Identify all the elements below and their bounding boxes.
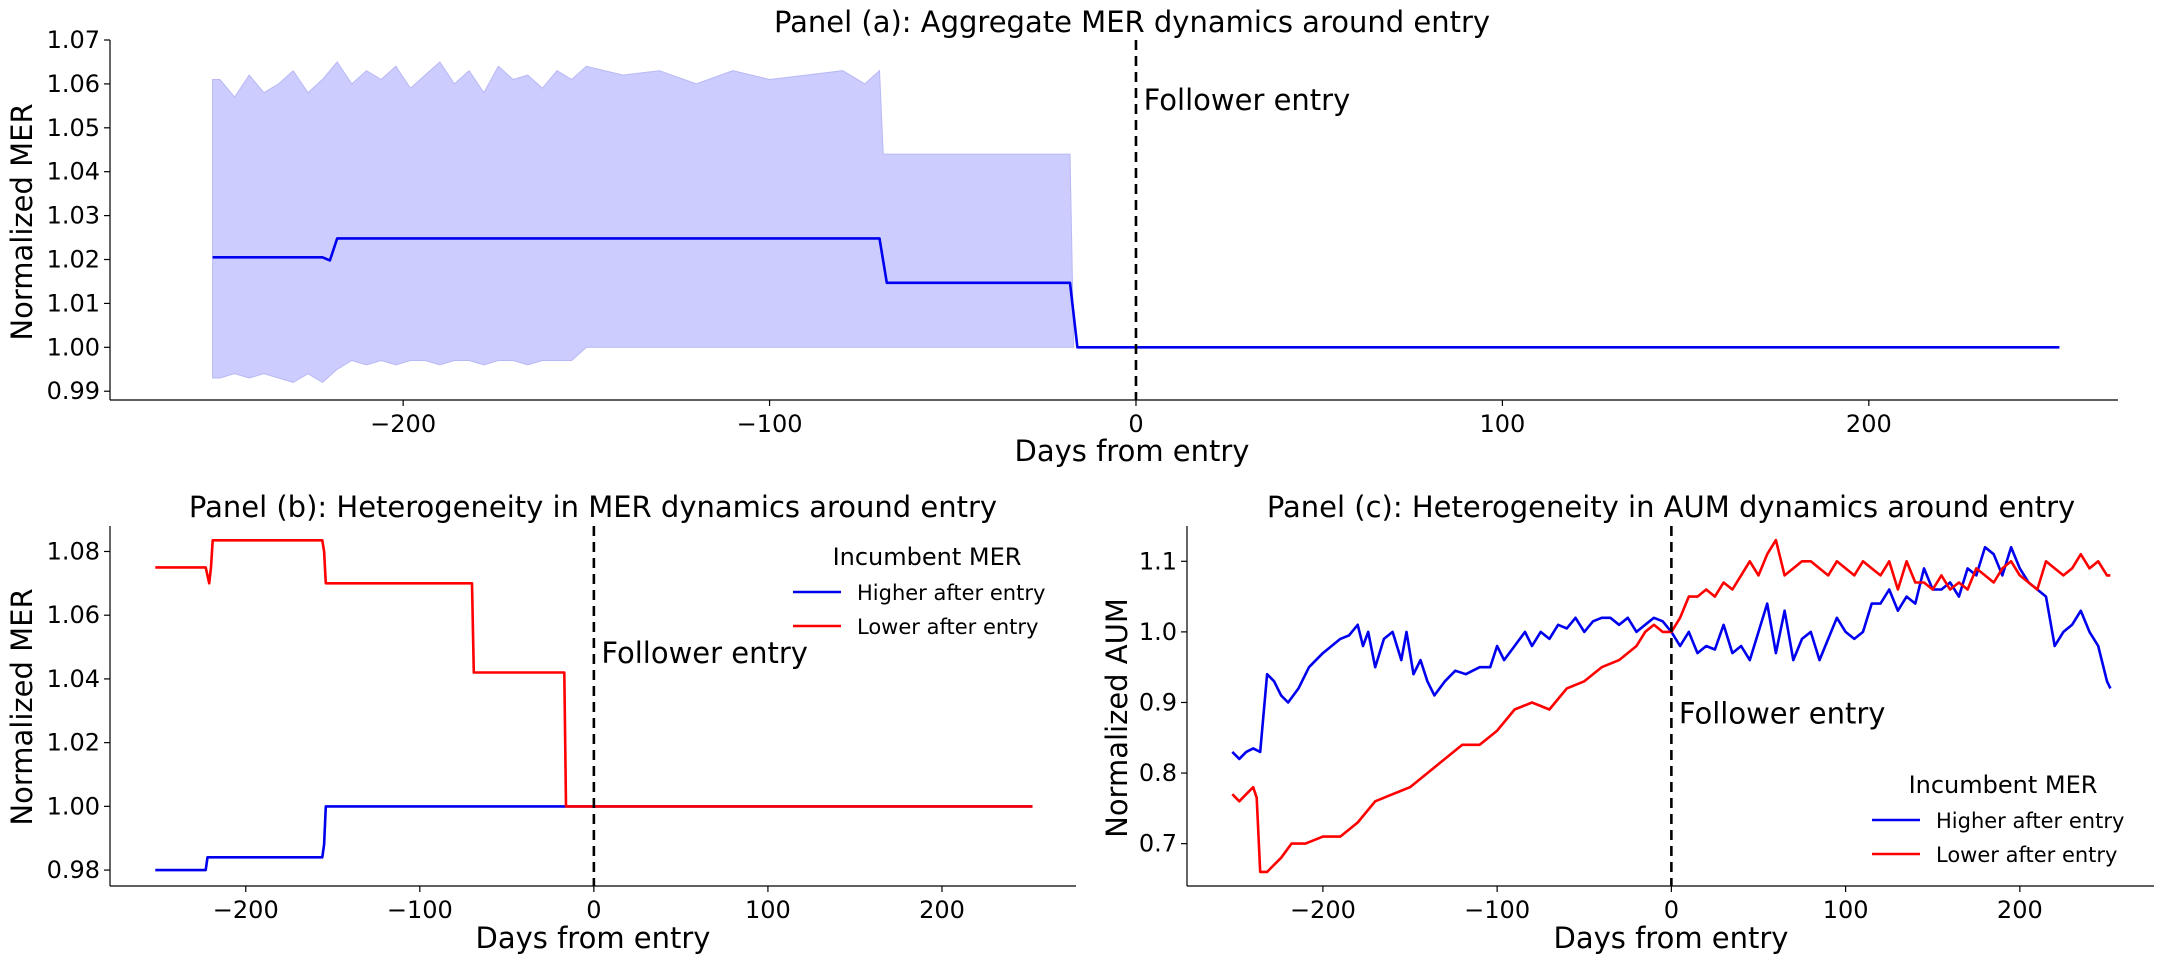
panel-b-ylabel: Normalized MER [5,588,39,825]
panel-b-xtick-label: −200 [213,896,279,924]
panel-a-ylabel: Normalized MER [5,103,39,340]
panel-c-xtick-label: 200 [1997,896,2043,924]
panel-a-xtick-label: 0 [1128,410,1143,438]
panel-a-ytick-label: 1.07 [47,26,100,54]
panel-b-legend: Incumbent MER Higher after entry Lower a… [793,543,1045,639]
panel-a-annotation: Follower entry [1144,83,1351,117]
panel-b-xtick-label: 0 [586,896,601,924]
panel-b-ytick-label: 1.06 [47,601,100,629]
panel-a-ytick-label: 0.99 [47,377,100,405]
panel-c-xtick-label: −200 [1290,896,1356,924]
panel-b-ytick-label: 1.04 [47,665,100,693]
panel-c-ytick-label: 1.1 [1139,547,1177,575]
panel-c-legend: Incumbent MER Higher after entry Lower a… [1872,771,2124,867]
panel-c-title: Panel (c): Heterogeneity in AUM dynamics… [1267,490,2075,524]
panel-a-ytick-label: 1.03 [47,202,100,230]
panel-c-series-0-line [1231,545,2112,761]
panel-c-ytick-label: 0.9 [1139,688,1177,716]
panel-c-series-1-line [1231,538,2111,874]
panel-a-ytick-label: 1.05 [47,114,100,142]
panel-c-annotation: Follower entry [1679,697,1886,731]
panel-b-xlabel: Days from entry [476,921,711,955]
panel-c-xtick-label: 100 [1823,896,1869,924]
panel-b-ytick-label: 1.08 [47,537,100,565]
panel-b-xtick-label: 100 [745,896,791,924]
panel-b-legend-label-higher: Higher after entry [857,581,1045,605]
panel-b-series-1-line [155,539,1033,808]
panel-c-ytick-label: 0.8 [1139,759,1177,787]
panel-c-legend-label-higher: Higher after entry [1936,809,2124,833]
panel-b-xtick-label: 200 [919,896,965,924]
panel-a-xtick-label: 100 [1480,410,1526,438]
panel-b-ytick-label: 1.00 [47,792,100,820]
panel-a: Panel (a): Aggregate MER dynamics around… [5,5,2118,468]
panel-b-legend-title: Incumbent MER [833,543,1022,571]
panel-b-title: Panel (b): Heterogeneity in MER dynamics… [189,490,997,524]
panel-b-series-0-line [155,805,1033,872]
panel-a-ytick-label: 1.01 [47,289,100,317]
panel-c-ytick-label: 1.0 [1139,618,1177,646]
panel-a-confidence-band [212,61,1075,384]
panel-b-ytick-label: 0.98 [47,856,100,884]
panel-b-annotation: Follower entry [601,636,808,670]
panel-b-ytick-label: 1.02 [47,729,100,757]
panel-c-xtick-label: −100 [1464,896,1530,924]
panel-a-series-0-line [212,237,2060,349]
panel-b: Panel (b): Heterogeneity in MER dynamics… [5,490,1076,955]
panel-b-legend-label-lower: Lower after entry [857,615,1038,639]
panel-a-xtick-label: 200 [1846,410,1892,438]
panel-c-legend-title: Incumbent MER [1909,771,2098,799]
panel-c: Panel (c): Heterogeneity in AUM dynamics… [1100,490,2154,955]
panel-c-xlabel: Days from entry [1554,921,1789,955]
panel-a-xlabel: Days from entry [1015,434,1250,468]
panel-a-ytick-label: 1.04 [47,158,100,186]
panel-c-ytick-label: 0.7 [1139,830,1177,858]
panel-c-xtick-label: 0 [1664,896,1679,924]
panel-a-xtick-label: −200 [370,410,436,438]
panel-a-ytick-label: 1.06 [47,70,100,98]
panel-c-ylabel: Normalized AUM [1100,598,1134,838]
panel-a-ytick-label: 1.00 [47,333,100,361]
panel-a-xtick-label: −100 [737,410,803,438]
panel-c-legend-label-lower: Lower after entry [1936,843,2117,867]
panel-b-xtick-label: −100 [387,896,453,924]
panel-a-ytick-label: 1.02 [47,246,100,274]
panel-a-title: Panel (a): Aggregate MER dynamics around… [774,5,1490,39]
